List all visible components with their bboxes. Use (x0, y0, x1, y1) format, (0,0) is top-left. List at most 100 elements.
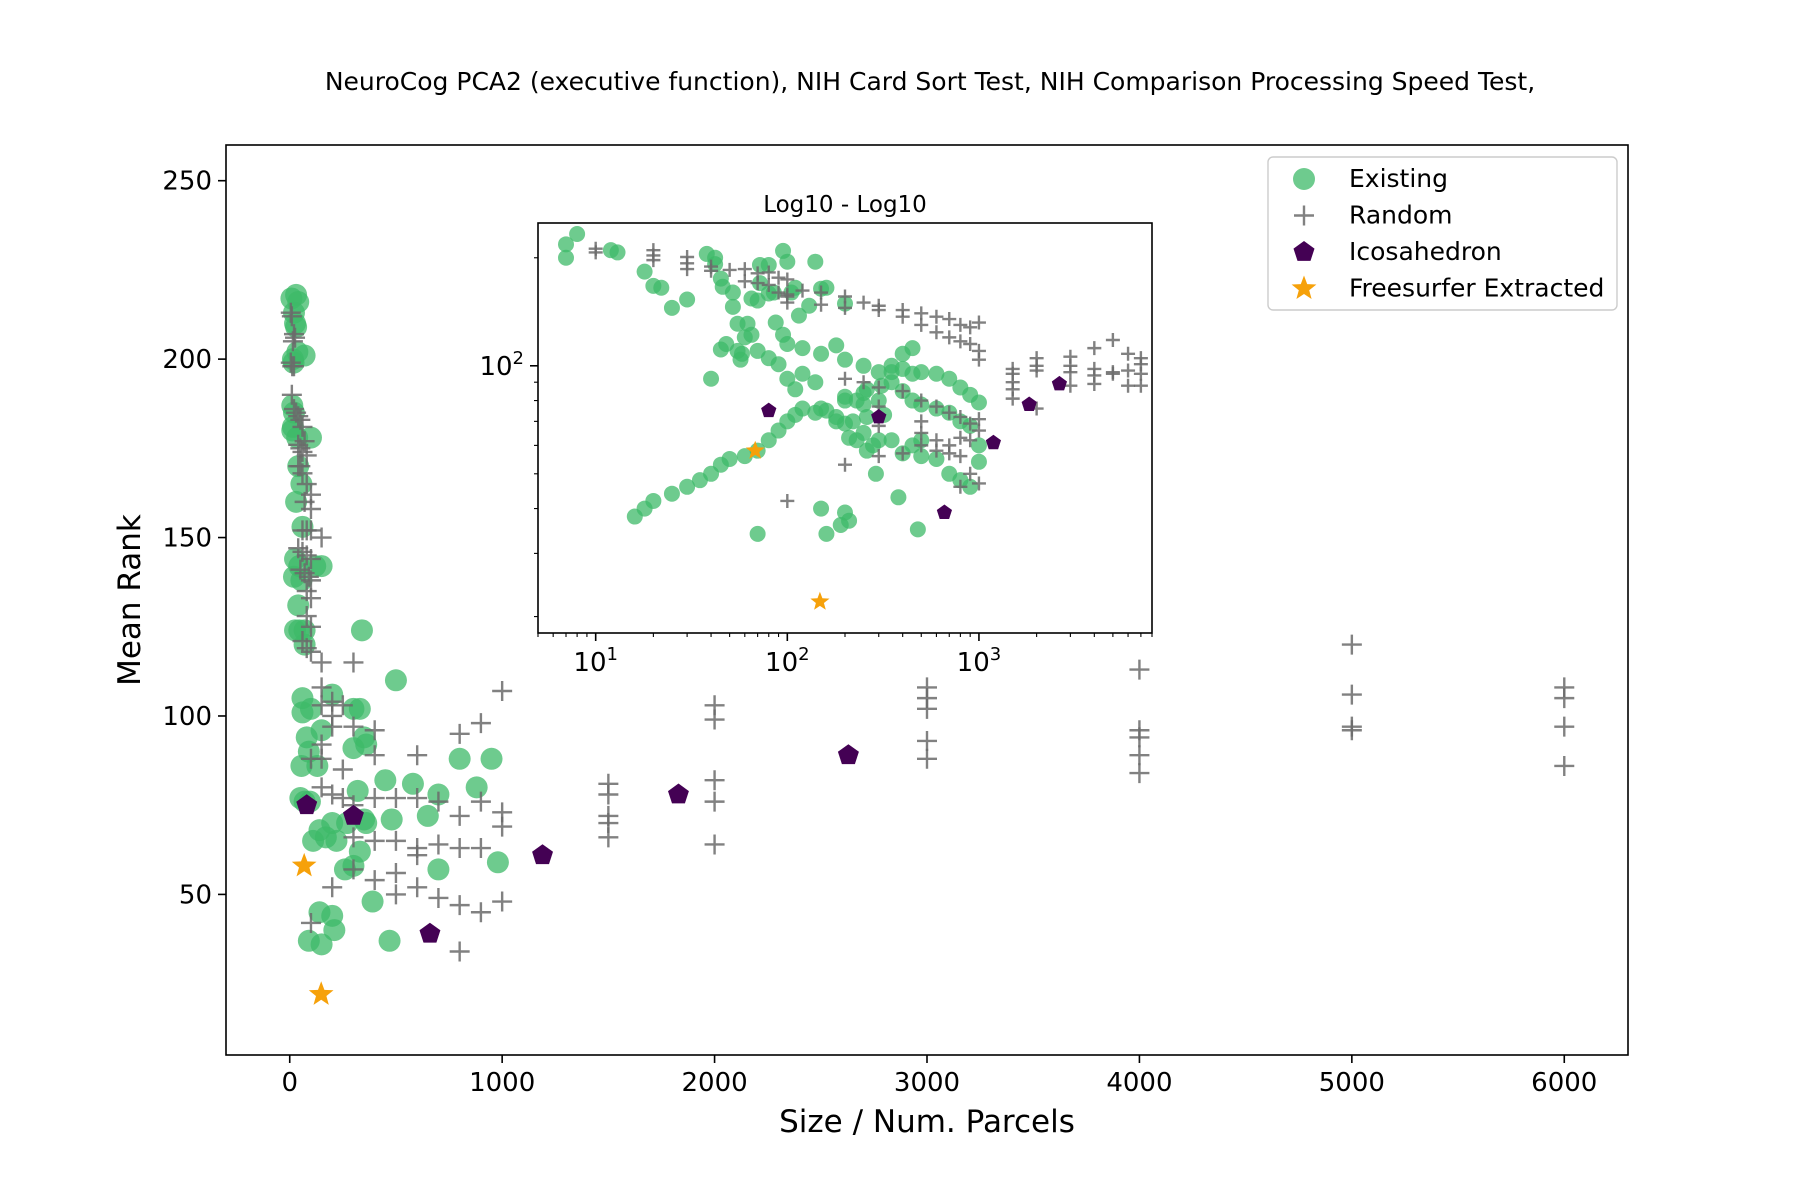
inset-random-point (722, 262, 737, 277)
random-point (364, 788, 385, 809)
existing-point (486, 851, 509, 874)
x-tick-label: 6000 (1531, 1068, 1597, 1098)
inset-existing-point (767, 314, 784, 331)
inset-existing-point (760, 432, 777, 449)
random-point (322, 716, 343, 737)
inset-random-point (680, 262, 695, 277)
inset-random-point (780, 295, 795, 310)
random-point (385, 830, 406, 851)
random-point (1341, 634, 1362, 655)
icosahedron-point (419, 922, 441, 943)
random-point (1129, 659, 1150, 680)
series-existing (280, 283, 509, 956)
inset-random-point (942, 330, 957, 345)
existing-point (348, 840, 371, 863)
existing-point (310, 555, 333, 578)
inset-existing-point (807, 253, 824, 270)
inset-existing-point (832, 516, 849, 533)
random-point (300, 616, 321, 637)
legend-box (1267, 156, 1618, 311)
random-point (428, 791, 449, 812)
random-point (364, 745, 385, 766)
existing-point (310, 933, 333, 956)
inset-existing-point (770, 422, 787, 439)
inset-x-tick-exponent: 1 (607, 644, 618, 665)
inset-series-freesurfer-extracted (745, 440, 830, 610)
random-point (704, 709, 725, 730)
inset-random-point (771, 270, 786, 285)
legend-label-existing: Existing (1349, 164, 1448, 193)
inset-existing-point (724, 284, 741, 301)
inset-existing-point (663, 485, 680, 502)
x-tick-label: 2000 (681, 1068, 747, 1098)
inset-freesurfer-extracted-point (810, 591, 830, 610)
inset-existing-point (904, 365, 921, 382)
inset-random-point (838, 300, 852, 315)
inset-random-point (1063, 365, 1078, 380)
inset-existing-point (855, 357, 872, 374)
inset-random-point (914, 425, 929, 440)
existing-point (348, 697, 371, 720)
inset-existing-point (679, 291, 696, 308)
existing-point (427, 858, 450, 881)
inset-random-point (914, 438, 929, 453)
inset-existing-point (870, 364, 887, 381)
random-point (1554, 688, 1575, 709)
random-point (296, 445, 317, 466)
random-point (322, 877, 343, 898)
random-point (280, 352, 301, 373)
random-point (300, 588, 321, 609)
legend-entries: Existing Random Icosahedron Freesurfer Extr… (1291, 164, 1604, 303)
existing-point (299, 697, 322, 720)
random-point (407, 845, 428, 866)
inset-existing-point (760, 256, 777, 273)
inset-icosahedron-point (936, 504, 952, 519)
random-point (598, 784, 619, 805)
inset-existing-point (858, 408, 875, 425)
random-point (322, 784, 343, 805)
random-point (292, 463, 313, 484)
random-point (285, 327, 306, 348)
random-point (311, 695, 332, 716)
random-point (288, 406, 309, 427)
random-point (300, 520, 321, 541)
inset-random-point (737, 274, 752, 289)
existing-point (290, 754, 313, 777)
legend-label-freesurfer-extracted: Freesurfer Extracted (1349, 274, 1604, 303)
inset-existing-point (770, 356, 787, 373)
random-point (311, 777, 332, 798)
inset-icosahedron-point (871, 409, 887, 424)
series-freesurfer-extracted (291, 852, 334, 1005)
inset-existing-point (691, 472, 708, 489)
inset-existing-point (883, 432, 900, 449)
random-point (1129, 745, 1150, 766)
inset-random-point (953, 449, 968, 464)
y-tick-label: 150 (162, 524, 212, 554)
random-point (292, 416, 313, 437)
random-point (311, 527, 332, 548)
inset-existing-point (890, 489, 907, 506)
random-point (428, 834, 449, 855)
inset-freesurfer-extracted-point (745, 440, 765, 459)
inset-existing-point (813, 500, 830, 517)
inset-existing-point (807, 404, 824, 421)
inset-random-point (1029, 363, 1044, 378)
inset-random-point (929, 325, 944, 340)
random-point (704, 791, 725, 812)
inset-existing-point (636, 263, 653, 280)
random-point (296, 638, 317, 659)
freesurfer-extracted-point (291, 852, 317, 877)
inset-existing-point (970, 453, 987, 470)
inset-random-point (588, 245, 603, 260)
series-icosahedron (296, 744, 859, 943)
inset-existing-point (794, 340, 811, 357)
inset-existing-point (873, 377, 890, 394)
inset-random-point (963, 416, 978, 431)
inset-existing-point (703, 370, 720, 387)
existing-point (480, 747, 503, 770)
inset-random-point (971, 315, 986, 330)
inset-random-point (1121, 378, 1136, 393)
random-point (385, 788, 406, 809)
inset-existing-point (904, 340, 921, 357)
inset-random-point (737, 262, 752, 277)
